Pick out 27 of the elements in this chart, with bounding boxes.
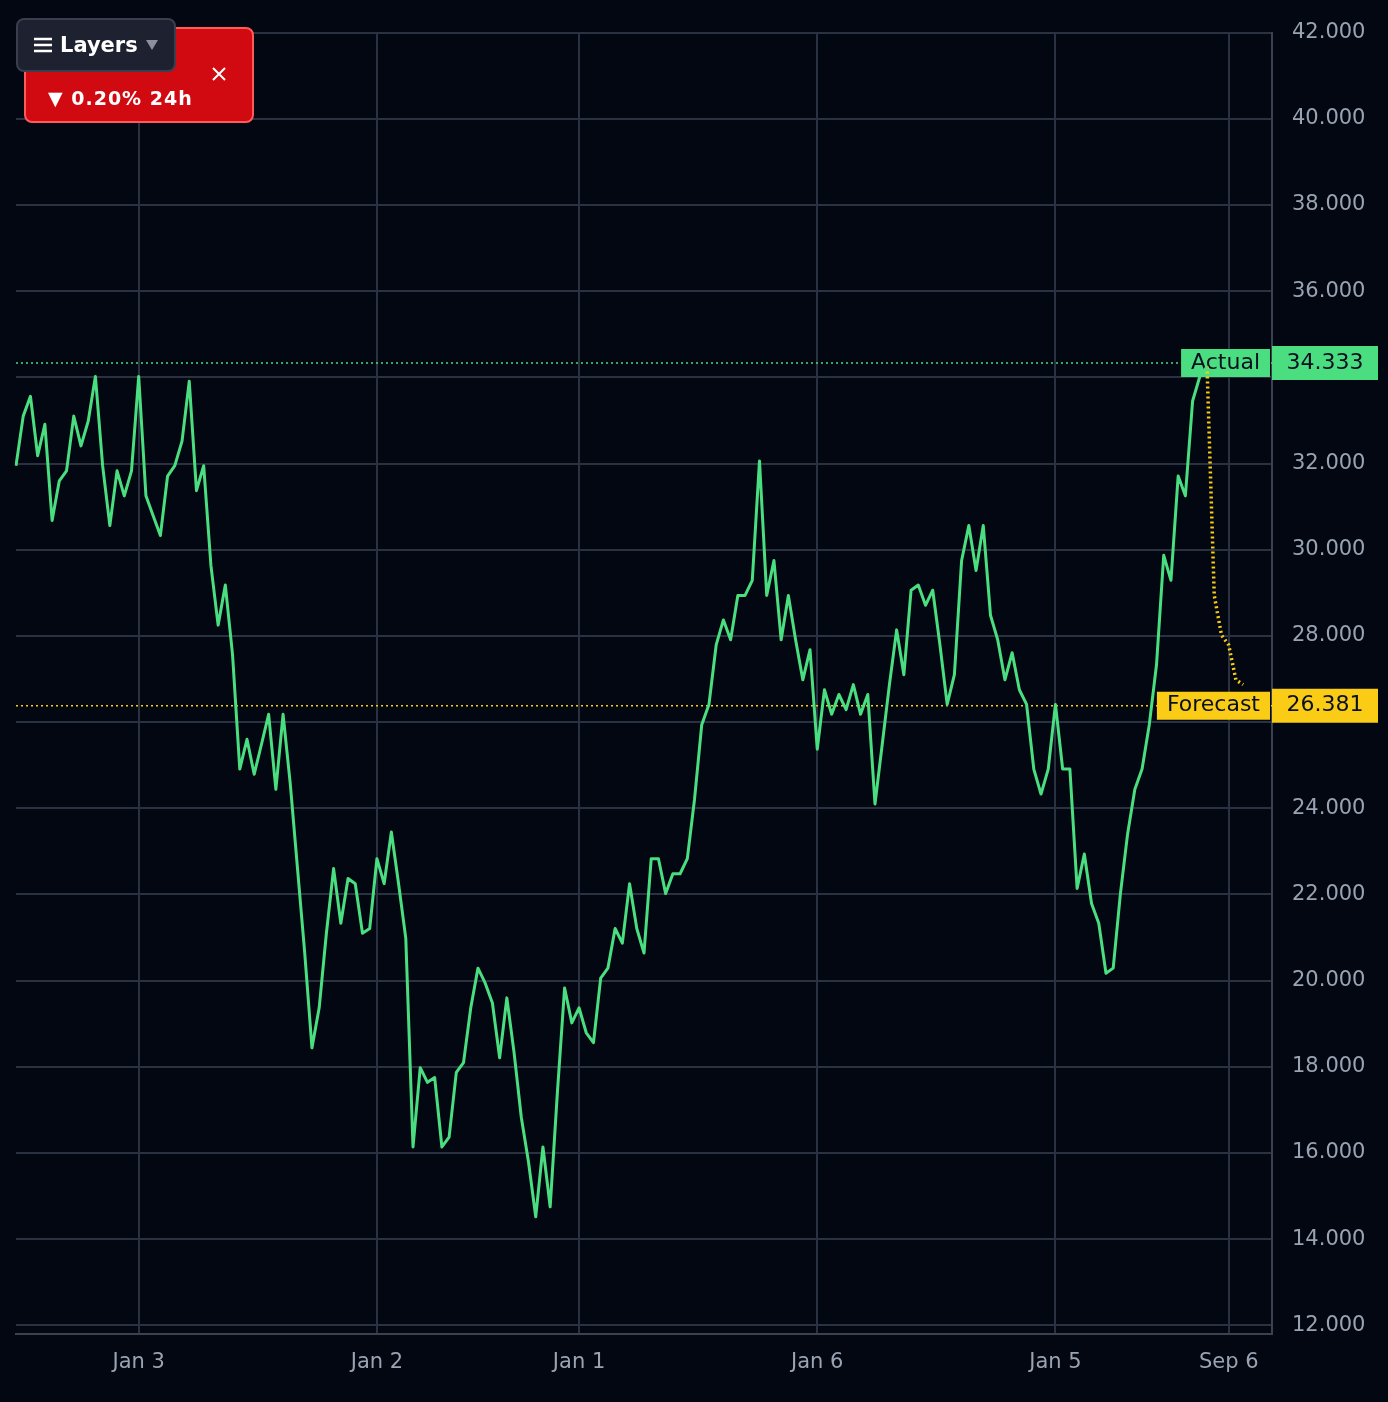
y-tick-label: 28.000 [1292, 622, 1366, 647]
y-tick-label: 38.000 [1292, 191, 1366, 216]
annotation: Layers [60, 33, 138, 57]
x-tick-label: Jan 6 [789, 1349, 844, 1374]
y-tick-label: 14.000 [1292, 1225, 1366, 1250]
y-tick-label: 36.000 [1292, 277, 1366, 302]
y-tick-label: 22.000 [1292, 880, 1366, 905]
text: 26.381 [1286, 691, 1364, 717]
x-tick-label: Jan 1 [550, 1349, 606, 1374]
ref-line-label: Actual [1191, 348, 1260, 374]
x-tick-label: Jan 5 [1027, 1349, 1082, 1374]
y-tick-label: 12.000 [1292, 1311, 1366, 1336]
x-tick-label: Jan 3 [110, 1349, 165, 1374]
text: 34.333 [1286, 348, 1364, 374]
y-tick-label: 30.000 [1292, 536, 1366, 561]
x-tick-label: Sep 6 [1198, 1349, 1259, 1374]
y-tick-label: 16.000 [1292, 1139, 1366, 1164]
y-tick-label: 24.000 [1292, 794, 1366, 819]
y-tick-label: 32.000 [1292, 449, 1366, 474]
layers-button: Layers [16, 18, 176, 72]
ref-line-label: Forecast [1166, 691, 1261, 717]
y-tick-label: 40.000 [1292, 105, 1366, 130]
y-tick-label: 42.000 [1292, 19, 1366, 44]
y-tick-label: 18.000 [1292, 1053, 1366, 1078]
annotation: ▼ 0.20% 24h [48, 87, 193, 109]
y-tick-label: 20.000 [1292, 967, 1366, 992]
x-tick-label: Jan 2 [348, 1349, 404, 1374]
